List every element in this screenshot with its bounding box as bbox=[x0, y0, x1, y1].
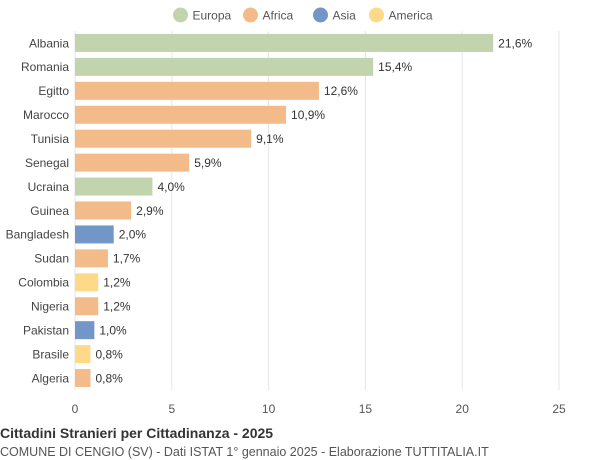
legend-swatch-asia bbox=[313, 7, 328, 23]
x-tick-label-15: 15 bbox=[359, 402, 373, 416]
value-label-albania: 21,6% bbox=[498, 36, 532, 50]
bar-chart: Europa Africa Asia America Albania 21,6% Roma… bbox=[6, 7, 566, 416]
value-label-tunisia: 9,1% bbox=[256, 132, 284, 146]
value-label-egitto: 12,6% bbox=[324, 84, 358, 98]
x-tick-label-20: 20 bbox=[456, 402, 470, 416]
value-label-marocco: 10,9% bbox=[291, 108, 325, 122]
x-tick-label-5: 5 bbox=[168, 402, 175, 416]
bar-tunisia bbox=[75, 129, 252, 148]
category-label-bangladesh: Bangladesh bbox=[6, 228, 69, 242]
bar-guinea bbox=[75, 201, 132, 220]
category-label-senegal: Senegal bbox=[25, 156, 69, 170]
category-label-egitto: Egitto bbox=[38, 84, 69, 98]
chart-subtitle: COMUNE DI CENGIO (SV) - Dati ISTAT 1° ge… bbox=[0, 445, 489, 459]
category-label-ucraina: Ucraina bbox=[28, 180, 70, 194]
bar-marocco bbox=[75, 105, 287, 124]
bar-colombia bbox=[75, 273, 99, 292]
value-label-colombia: 1,2% bbox=[103, 276, 131, 290]
bar-albania bbox=[75, 33, 494, 52]
category-label-marocco: Marocco bbox=[23, 108, 69, 122]
value-label-ucraina: 4,0% bbox=[157, 180, 185, 194]
bar-senegal bbox=[75, 153, 190, 172]
chart-legend: Europa Africa Asia America bbox=[173, 7, 433, 23]
x-tick-label-0: 0 bbox=[72, 402, 79, 416]
category-label-guinea: Guinea bbox=[30, 204, 69, 218]
bar-egitto bbox=[75, 81, 319, 100]
category-label-brasile: Brasile bbox=[32, 347, 69, 361]
legend-swatch-america bbox=[369, 7, 384, 23]
category-label-tunisia: Tunisia bbox=[31, 132, 70, 146]
chart-title: Cittadini Stranieri per Cittadinanza - 2… bbox=[0, 425, 274, 441]
value-label-brasile: 0,8% bbox=[95, 347, 123, 361]
bar-ucraina bbox=[75, 177, 153, 196]
bar-romania bbox=[75, 57, 374, 76]
legend-label-america: America bbox=[389, 9, 433, 23]
x-axis: 0 5 10 15 20 25 bbox=[72, 402, 566, 416]
value-label-pakistan: 1,0% bbox=[99, 323, 127, 337]
category-label-pakistan: Pakistan bbox=[23, 323, 69, 337]
legend-label-asia: Asia bbox=[333, 9, 357, 23]
category-label-albania: Albania bbox=[29, 36, 69, 50]
category-label-algeria: Algeria bbox=[32, 371, 70, 385]
category-label-sudan: Sudan bbox=[34, 252, 69, 266]
bar-pakistan bbox=[75, 321, 95, 340]
bar-nigeria bbox=[75, 297, 99, 316]
x-tick-label-10: 10 bbox=[262, 402, 276, 416]
value-label-bangladesh: 2,0% bbox=[119, 228, 147, 242]
value-label-senegal: 5,9% bbox=[194, 156, 222, 170]
bar-brasile bbox=[75, 345, 91, 364]
legend-swatch-europa bbox=[173, 7, 188, 23]
legend-label-africa: Africa bbox=[263, 9, 294, 23]
bar-bangladesh bbox=[75, 225, 114, 244]
value-label-sudan: 1,7% bbox=[113, 252, 141, 266]
value-label-guinea: 2,9% bbox=[136, 204, 164, 218]
x-tick-label-25: 25 bbox=[552, 402, 566, 416]
chart-bars: Albania 21,6% Romania 15,4% Egitto 12,6% Maroc… bbox=[6, 33, 533, 388]
value-label-algeria: 0,8% bbox=[95, 371, 123, 385]
value-label-nigeria: 1,2% bbox=[103, 300, 131, 314]
category-label-nigeria: Nigeria bbox=[31, 300, 69, 314]
value-label-romania: 15,4% bbox=[378, 60, 412, 74]
category-label-colombia: Colombia bbox=[18, 276, 69, 290]
legend-swatch-africa bbox=[243, 7, 258, 23]
bar-sudan bbox=[75, 249, 108, 268]
category-label-romania: Romania bbox=[21, 60, 69, 74]
bar-algeria bbox=[75, 369, 91, 388]
legend-label-europa: Europa bbox=[193, 9, 232, 23]
